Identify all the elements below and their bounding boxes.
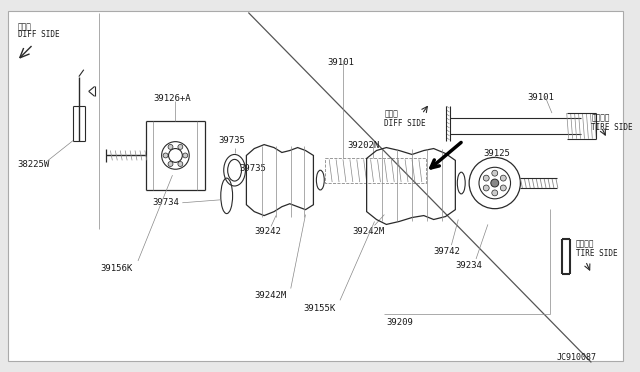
Circle shape — [500, 175, 506, 181]
Circle shape — [500, 185, 506, 191]
Text: 39125: 39125 — [483, 148, 510, 158]
Text: TIRE SIDE: TIRE SIDE — [591, 123, 633, 132]
Circle shape — [483, 175, 489, 181]
Text: デフ側: デフ側 — [18, 22, 31, 31]
Text: 39101: 39101 — [327, 58, 354, 67]
Text: 39209: 39209 — [387, 318, 413, 327]
Text: JC910087: JC910087 — [557, 353, 597, 362]
Text: DIFF SIDE: DIFF SIDE — [385, 119, 426, 128]
Text: 39735: 39735 — [218, 136, 245, 145]
Circle shape — [483, 185, 489, 191]
Text: 38225W: 38225W — [18, 160, 50, 169]
Text: 39234: 39234 — [455, 261, 482, 270]
Circle shape — [178, 144, 183, 150]
Text: 39155K: 39155K — [303, 304, 336, 313]
Circle shape — [492, 190, 498, 196]
Circle shape — [183, 153, 188, 158]
Circle shape — [168, 144, 173, 150]
Text: デフ偄: デフ偄 — [385, 109, 398, 118]
Text: 39742: 39742 — [434, 247, 461, 256]
Text: 39242: 39242 — [254, 227, 281, 236]
Circle shape — [168, 161, 173, 166]
Text: 39126+A: 39126+A — [154, 94, 191, 103]
Circle shape — [492, 170, 498, 176]
Circle shape — [163, 153, 168, 158]
Text: TIRE SIDE: TIRE SIDE — [575, 249, 617, 258]
Text: DIFF SIDE: DIFF SIDE — [18, 30, 60, 39]
Circle shape — [178, 161, 183, 166]
Text: タイヤ偄: タイヤ偄 — [591, 113, 610, 122]
Circle shape — [491, 179, 499, 187]
Text: 39734: 39734 — [153, 198, 180, 207]
Bar — [325, 158, 426, 183]
Text: 39202N: 39202N — [347, 141, 379, 150]
Text: 39156K: 39156K — [100, 264, 132, 273]
Text: 39242M: 39242M — [353, 227, 385, 236]
Text: タイヤ偄: タイヤ偄 — [575, 239, 594, 248]
Text: 39735: 39735 — [239, 164, 266, 173]
Text: 39242M: 39242M — [254, 291, 287, 301]
Text: 39101: 39101 — [527, 93, 554, 102]
